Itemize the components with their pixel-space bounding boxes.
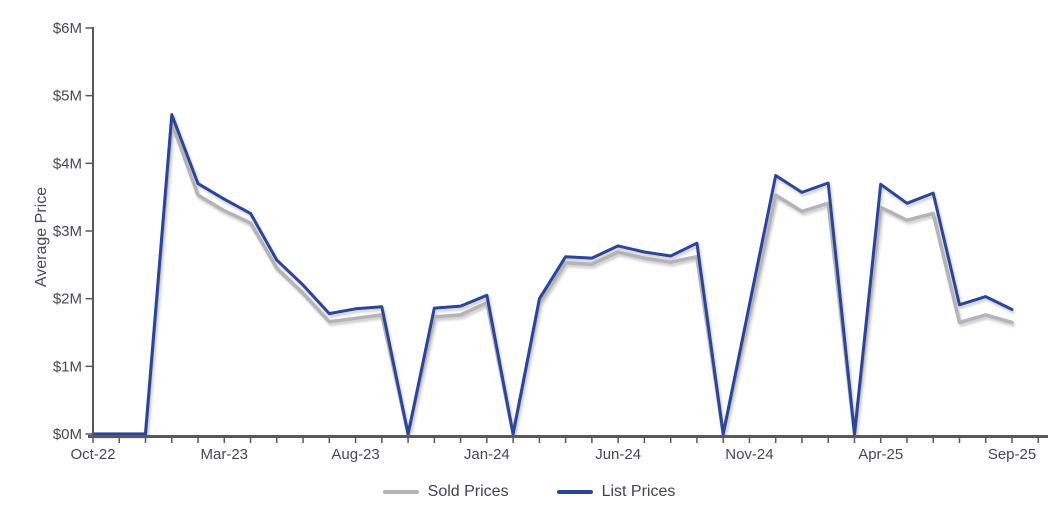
sold-prices-legend-label: Sold Prices bbox=[427, 483, 509, 500]
axis-tick-labels: $0M $1M $2M $3M $4M $5M $6M Oct-22 Mar-23 Aug-23 J… bbox=[53, 20, 1036, 463]
y-tick-label: $5M bbox=[53, 88, 82, 105]
y-tick-label: $2M bbox=[53, 291, 82, 308]
x-tick-label: Jan-24 bbox=[464, 446, 510, 463]
y-tick-label: $0M bbox=[53, 426, 82, 443]
x-tick-label: Aug-23 bbox=[331, 446, 379, 463]
list-prices-legend-label: List Prices bbox=[601, 483, 676, 500]
y-tick-label: $3M bbox=[53, 223, 82, 240]
legend-item-sold-prices[interactable]: Sold Prices bbox=[382, 483, 509, 501]
list-prices-swatch bbox=[556, 489, 593, 495]
y-tick-label: $4M bbox=[53, 155, 82, 172]
y-tick-label: $1M bbox=[53, 358, 82, 375]
sold-prices-swatch bbox=[382, 489, 419, 495]
y-tick-label: $6M bbox=[53, 20, 82, 37]
x-tick-label: Sep-25 bbox=[988, 446, 1036, 463]
series-lines bbox=[91, 113, 1014, 436]
list-prices-line bbox=[91, 113, 1014, 436]
x-tick-label: Jun-24 bbox=[595, 446, 641, 463]
x-tick-label: Apr-25 bbox=[858, 446, 903, 463]
axis-ticks bbox=[85, 27, 1040, 443]
x-tick-label: Nov-24 bbox=[725, 446, 773, 463]
x-tick-label: Mar-23 bbox=[201, 446, 249, 463]
y-axis-title: Average Price bbox=[33, 187, 50, 287]
x-tick-label: Oct-22 bbox=[70, 446, 115, 463]
chart-legend: Sold Prices List Prices bbox=[0, 483, 1058, 501]
legend-item-list-prices[interactable]: List Prices bbox=[556, 483, 676, 501]
